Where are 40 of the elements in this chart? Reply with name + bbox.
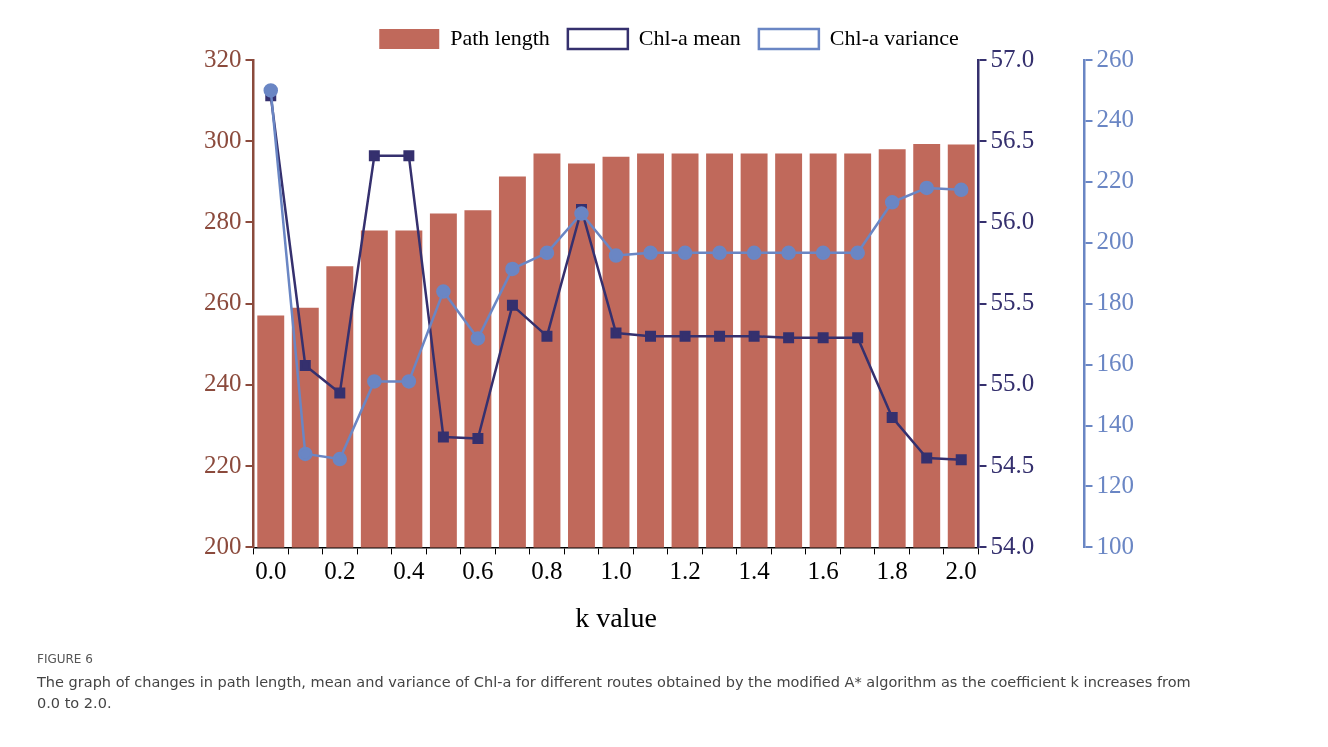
- x-tick-label: 0.6: [462, 556, 494, 584]
- y2-tick-label: 54.0: [990, 531, 1035, 559]
- y2-tick-label: 56.0: [990, 207, 1035, 235]
- x-tick-label: 1.2: [669, 556, 701, 584]
- caption: FIGURE 6: [37, 652, 94, 666]
- x-axis-title: k value: [575, 601, 657, 633]
- y-tick-label: 200: [204, 531, 242, 559]
- legend-label: Chl-a mean: [638, 24, 741, 50]
- y3-tick-label: 180: [1096, 288, 1134, 316]
- x-tick-label: 0.0: [255, 556, 287, 584]
- y-tick-label: 300: [204, 125, 242, 153]
- y-tick-label: 320: [204, 44, 242, 72]
- x-tick-label: 0.4: [393, 556, 425, 584]
- text: The graph of changes in path length, mean and variance of Chl-a for different routes obtained by the modified A* algorithm as the coefficient k increases from 0.0 to 2.0.: [37, 673, 1192, 713]
- y2-tick-label: 54.5: [990, 450, 1035, 478]
- y3-tick-label: 140: [1096, 410, 1134, 438]
- x-tick-label: 0.8: [531, 556, 563, 584]
- y-tick-label: 240: [204, 369, 242, 397]
- x-tick-label: 2.0: [945, 556, 977, 584]
- y3-tick-label: 220: [1096, 166, 1134, 194]
- y3-tick-label: 160: [1096, 349, 1134, 377]
- x-tick-label: 1.4: [738, 556, 771, 584]
- legend-label: Path length: [450, 24, 550, 50]
- legend-label: Chl-a variance: [829, 24, 959, 50]
- x-tick-label: 1.0: [600, 556, 632, 584]
- y2-tick-label: 57.0: [990, 44, 1035, 72]
- y-tick-label: 220: [204, 450, 242, 478]
- x-tick-label: 1.6: [807, 556, 839, 584]
- y3-tick-label: 260: [1096, 44, 1134, 72]
- y3-tick-label: 200: [1096, 227, 1134, 255]
- y2-tick-label: 55.0: [990, 369, 1035, 397]
- y3-tick-label: 120: [1096, 471, 1134, 499]
- y3-tick-label: 240: [1096, 105, 1134, 133]
- y-tick-label: 280: [204, 207, 242, 235]
- y3-tick-label: 100: [1096, 531, 1134, 559]
- y-tick-label: 260: [204, 288, 242, 316]
- y2-tick-label: 56.5: [990, 125, 1035, 153]
- y2-tick-label: 55.5: [990, 288, 1035, 316]
- x-tick-label: 0.2: [324, 556, 356, 584]
- x-tick-label: 1.8: [876, 556, 908, 584]
